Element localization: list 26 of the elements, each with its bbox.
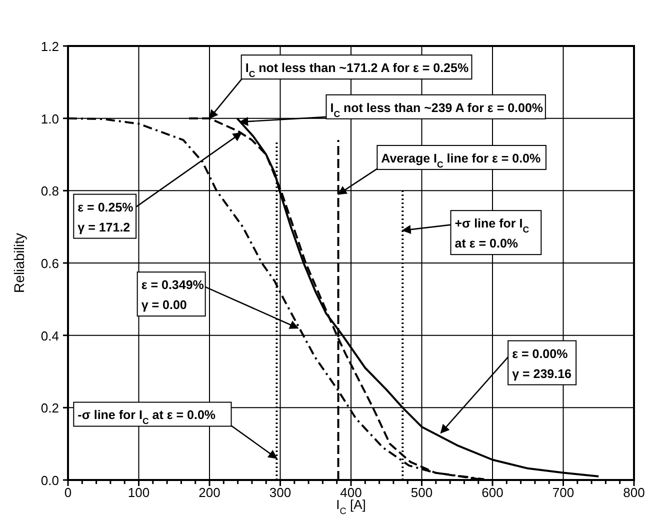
y-tick-label: 0.2 <box>40 400 59 416</box>
y-tick-label: 0.8 <box>40 184 59 199</box>
x-tick-label: 100 <box>128 485 150 500</box>
annotation: ε = 0.00% γ = 239.16 <box>512 346 572 381</box>
x-tick-label: 800 <box>623 485 645 500</box>
y-tick-label: 0.0 <box>40 473 59 488</box>
x-tick-label: 0 <box>64 485 72 500</box>
annotation: I$_{C}$ not less than ~171.2 A for ε = 0.25% <box>245 61 469 80</box>
x-tick-label: 700 <box>552 485 574 500</box>
y-tick-label: 0.6 <box>40 256 59 271</box>
annotation: ε = 0.349% γ = 0.00 <box>141 278 204 312</box>
x-tick-label: 300 <box>269 485 292 500</box>
annotation: +σ line for I$_{C}$ at ε = 0.0% <box>454 216 530 251</box>
annotation: ε = 0.25% γ = 171.2 <box>78 200 134 234</box>
annotation: Average I$_{C}$ line for ε = 0.0% <box>381 151 541 170</box>
x-tick-label: 600 <box>482 485 504 500</box>
x-axis-title: I$_{C}$ [A] <box>336 497 366 516</box>
annotation: I$_{C}$ not less than ~239 A for ε = 0.00% <box>330 100 544 119</box>
x-tick-label: 400 <box>340 485 362 500</box>
y-tick-label: 1.2 <box>40 39 59 54</box>
x-tick-label: 500 <box>410 485 433 500</box>
x-tick-label: 200 <box>198 485 220 500</box>
y-tick-label: 0.4 <box>40 328 59 344</box>
y-axis-title: Reliability <box>11 233 27 293</box>
y-tick-label: 1.0 <box>40 111 59 126</box>
annotation: -σ line for I$_{C}$ at ε = 0.0% <box>78 408 216 426</box>
